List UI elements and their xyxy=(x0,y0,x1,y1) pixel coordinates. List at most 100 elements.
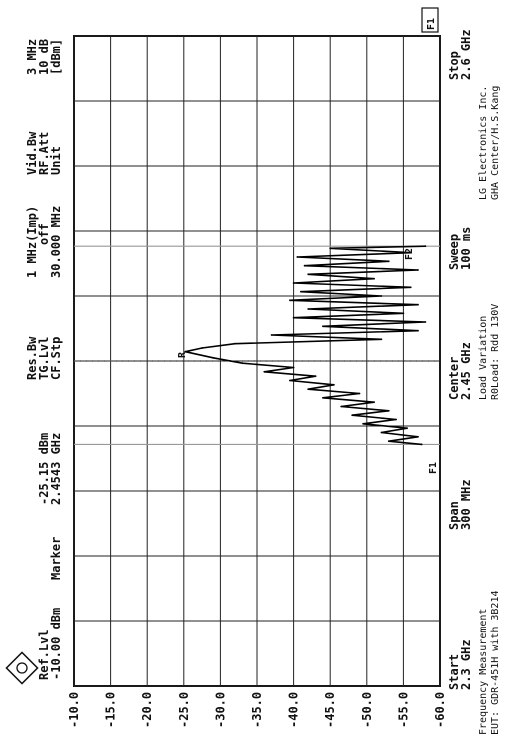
trace-point xyxy=(296,256,299,258)
ref-lvl-label: Ref.Lvl xyxy=(37,629,51,680)
trace-point xyxy=(417,435,419,438)
trace-point xyxy=(362,422,364,425)
tg-lvl-value: off xyxy=(37,223,51,245)
trace-point xyxy=(289,379,291,382)
ref-lvl-value: -10.00 dBm xyxy=(49,608,63,680)
trace-point xyxy=(333,383,335,386)
start-label: Start xyxy=(447,654,461,690)
trace-point xyxy=(395,418,397,421)
y-tick-label: -15.0 xyxy=(104,692,118,728)
y-tick-label: -20.0 xyxy=(140,692,154,728)
trace-point xyxy=(289,299,291,302)
trace-point xyxy=(409,251,412,254)
trace-point xyxy=(241,362,244,365)
span-label: Span xyxy=(447,501,461,530)
sweep-label: Sweep xyxy=(447,234,461,270)
y-tick-label: -50.0 xyxy=(360,692,374,728)
trace-point xyxy=(387,440,390,443)
center-label: Center xyxy=(447,357,461,400)
cf-stp-value: 30.000 MHz xyxy=(49,206,63,278)
y-tick-label: -30.0 xyxy=(213,692,227,728)
y-tick-label: -55.0 xyxy=(396,692,410,728)
footer-eut: EUT: GDR-451H with 3B214 xyxy=(490,591,501,736)
y-tick-label: -35.0 xyxy=(250,692,264,728)
trace-point xyxy=(270,334,273,336)
trace-point xyxy=(307,273,310,276)
trace-point xyxy=(300,290,302,293)
corner-f1-tag: F1 xyxy=(421,7,439,33)
trace-point xyxy=(234,342,236,345)
settings-header: Ref.Lvl -10.00 dBm Marker -25.15 dBm 2.4… xyxy=(25,39,63,680)
trace-point xyxy=(373,401,375,404)
trace-point xyxy=(322,396,324,399)
trace-point xyxy=(329,247,332,250)
trace-line xyxy=(185,245,426,446)
res-bw-value: 1 MHz(Imp) xyxy=(25,206,39,278)
y-tick-label: -60.0 xyxy=(433,692,447,728)
marker-value1: -25.15 dBm xyxy=(37,433,51,505)
r0load-note: R0Load: Rdd 130V xyxy=(490,304,501,400)
y-tick-label: -10.0 xyxy=(67,692,81,728)
trace-point xyxy=(417,269,419,271)
trace-point xyxy=(402,312,405,315)
trace-point xyxy=(358,392,361,395)
start-value: 2.3 GHz xyxy=(459,639,473,690)
frequency-labels: Start 2.3 GHz Span 300 MHz Center 2.45 G… xyxy=(447,29,501,735)
trace-point xyxy=(406,427,408,430)
peak-marker-label: R xyxy=(177,351,188,358)
plot-grid xyxy=(73,35,441,687)
rf-att-value: 10 dB xyxy=(37,39,51,75)
vid-bw-label: Vid.Bw xyxy=(25,131,39,175)
trace-point xyxy=(322,325,324,328)
marker-f2-label: F2 xyxy=(404,248,415,260)
y-tick-label: -45.0 xyxy=(323,692,337,728)
y-tick-label: -25.0 xyxy=(177,692,191,728)
trace-point xyxy=(380,295,383,297)
trace-point xyxy=(409,286,412,289)
unit-value: [dBm] xyxy=(49,39,63,75)
trace-point xyxy=(201,347,204,349)
trace-point xyxy=(292,366,295,369)
trace-point xyxy=(292,282,295,284)
trace-point xyxy=(417,329,419,332)
center-value: 2.45 GHz xyxy=(459,342,473,400)
trace-point xyxy=(380,338,383,341)
trace-point xyxy=(424,245,427,248)
load-variation-note: Load Variation xyxy=(478,316,489,400)
trace-point xyxy=(340,405,343,408)
trace-point xyxy=(373,277,375,280)
marker-label: Marker xyxy=(49,537,63,580)
trace-point xyxy=(303,264,306,267)
trace-point xyxy=(212,356,215,359)
company-name: LG Electronics Inc. xyxy=(478,86,489,200)
trace-point xyxy=(420,443,423,446)
spectrum-trace xyxy=(184,245,427,446)
stop-label: Stop xyxy=(447,51,461,80)
res-bw-label: Res.Bw xyxy=(25,336,39,380)
footer-title: Frequency Measurement xyxy=(478,609,489,735)
vid-bw-value: 3 MHz xyxy=(25,39,39,75)
stop-value: 2.6 GHz xyxy=(459,29,473,80)
trace-point xyxy=(417,303,419,306)
trace-point xyxy=(184,350,187,353)
rohde-schwarz-logo-icon xyxy=(5,651,39,685)
company-dept: GHA Center/H.S.Kang xyxy=(490,86,501,200)
marker-value2: 2.4543 GHz xyxy=(49,433,63,505)
y-tick-labels: -10.0 -15.0 -20.0 -25.0 -30.0 -35.0 -40.0 -45.0… xyxy=(67,692,447,728)
unit-label: Unit xyxy=(49,146,63,175)
trace-point xyxy=(307,308,310,310)
trace-point xyxy=(307,388,310,391)
tg-lvl-label: TG.Lvl xyxy=(37,337,51,380)
trace-point xyxy=(351,414,354,417)
trace-point xyxy=(314,375,317,378)
trace-point xyxy=(263,370,266,373)
trace-point xyxy=(424,321,427,323)
trace-point xyxy=(387,409,390,412)
cf-stp-label: CF.Stp xyxy=(49,337,63,380)
y-tick-label: -40.0 xyxy=(287,692,301,728)
trace-point xyxy=(380,431,383,434)
svg-text:F1: F1 xyxy=(426,18,437,30)
sweep-value: 100 ms xyxy=(459,227,473,270)
marker-f1-label: F1 xyxy=(428,462,439,474)
